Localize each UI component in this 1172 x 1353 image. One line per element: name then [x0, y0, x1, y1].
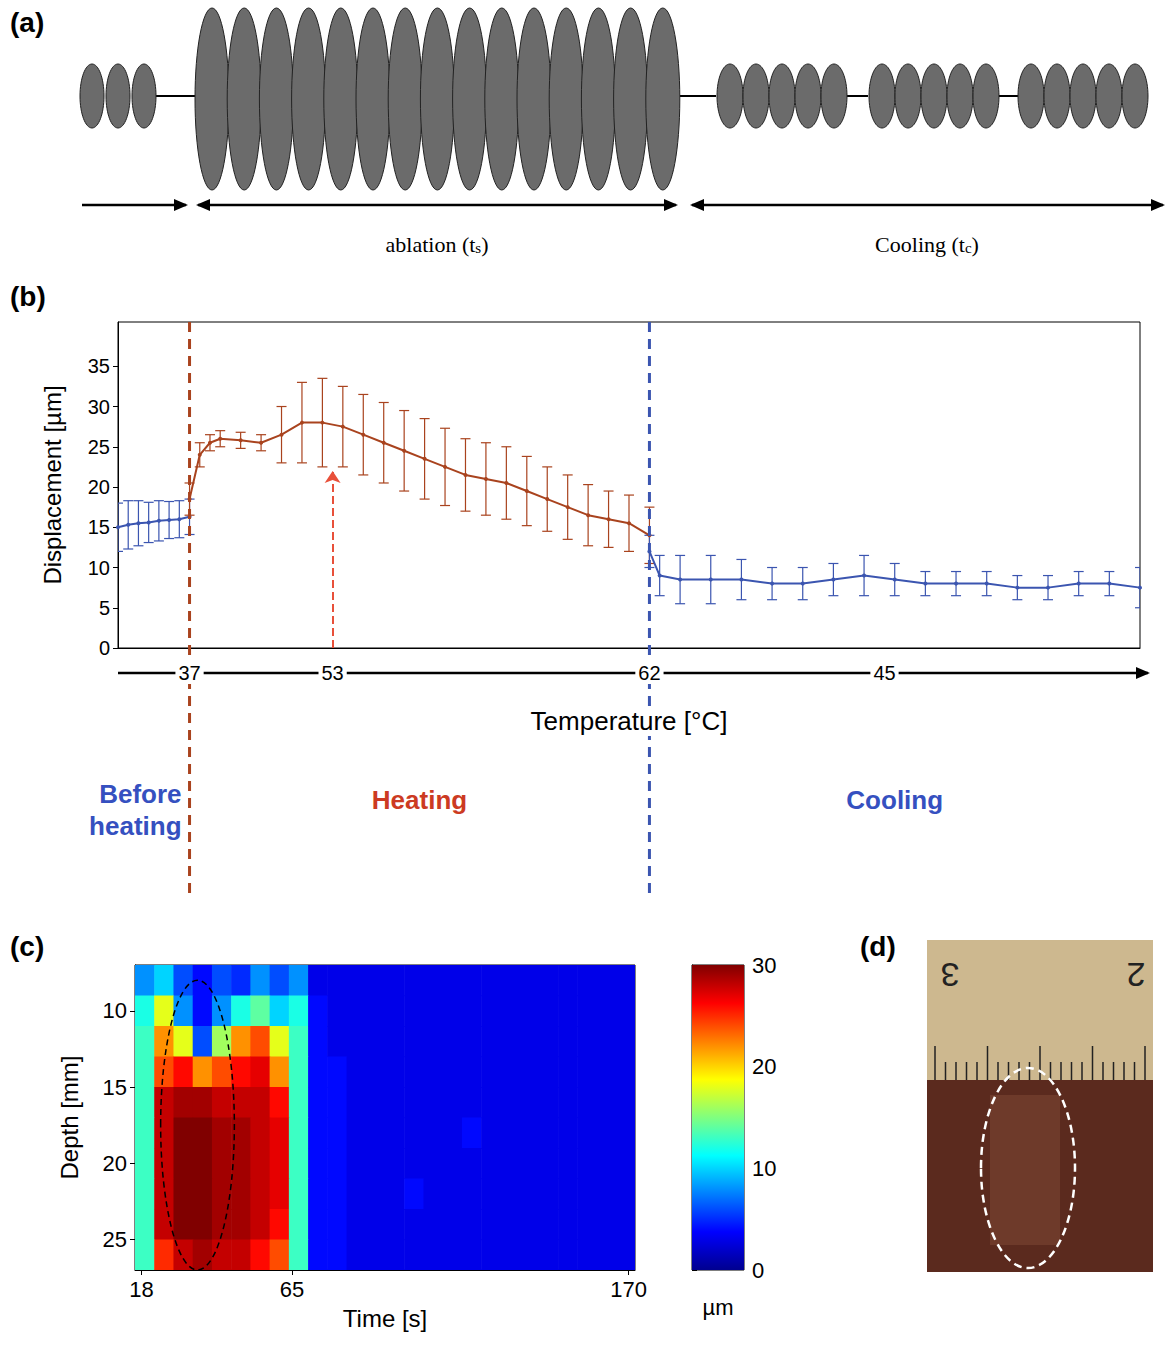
svg-text:30: 30 [752, 953, 776, 978]
svg-text:65: 65 [280, 1277, 304, 1302]
svg-text:5: 5 [99, 597, 110, 619]
svg-text:): ) [481, 232, 488, 257]
svg-text:20: 20 [752, 1054, 776, 1079]
svg-text:0: 0 [752, 1258, 764, 1283]
svg-text:Heating: Heating [372, 785, 467, 815]
svg-text:Depth [mm]: Depth [mm] [56, 1055, 83, 1179]
svg-text:10: 10 [103, 998, 127, 1023]
svg-text:25: 25 [103, 1227, 127, 1252]
svg-text:25: 25 [88, 436, 110, 458]
svg-text:37: 37 [178, 662, 200, 684]
svg-text:Displacement [µm]: Displacement [µm] [39, 385, 66, 584]
svg-text:): ) [972, 232, 979, 257]
svg-text:53: 53 [321, 662, 343, 684]
svg-text:18: 18 [129, 1277, 153, 1302]
svg-text:3: 3 [941, 956, 960, 994]
svg-text:45: 45 [873, 662, 895, 684]
svg-text:10: 10 [88, 557, 110, 579]
svg-text:heating: heating [89, 811, 181, 841]
svg-text:20: 20 [103, 1151, 127, 1176]
svg-text:170: 170 [610, 1277, 647, 1302]
svg-text:(a): (a) [10, 7, 44, 38]
svg-text:30: 30 [88, 396, 110, 418]
svg-text:0: 0 [99, 637, 110, 659]
svg-text:10: 10 [752, 1156, 776, 1181]
svg-text:(d): (d) [860, 931, 896, 962]
svg-text:2: 2 [1127, 956, 1146, 994]
svg-text:15: 15 [88, 516, 110, 538]
svg-text:(b): (b) [10, 281, 46, 312]
svg-text:ablation (t: ablation (t [386, 232, 476, 257]
svg-text:Temperature [°C]: Temperature [°C] [531, 706, 728, 736]
svg-text:Time [s]: Time [s] [343, 1305, 427, 1332]
svg-text:62: 62 [638, 662, 660, 684]
svg-text:Before: Before [99, 779, 181, 809]
svg-text:Cooling (t: Cooling (t [875, 232, 965, 257]
svg-text:s: s [475, 239, 482, 256]
svg-text:µm: µm [702, 1295, 733, 1320]
svg-text:35: 35 [88, 355, 110, 377]
svg-text:c: c [964, 239, 972, 256]
svg-text:(c): (c) [10, 931, 44, 962]
svg-text:20: 20 [88, 476, 110, 498]
svg-text:15: 15 [103, 1075, 127, 1100]
svg-text:Cooling: Cooling [846, 785, 943, 815]
